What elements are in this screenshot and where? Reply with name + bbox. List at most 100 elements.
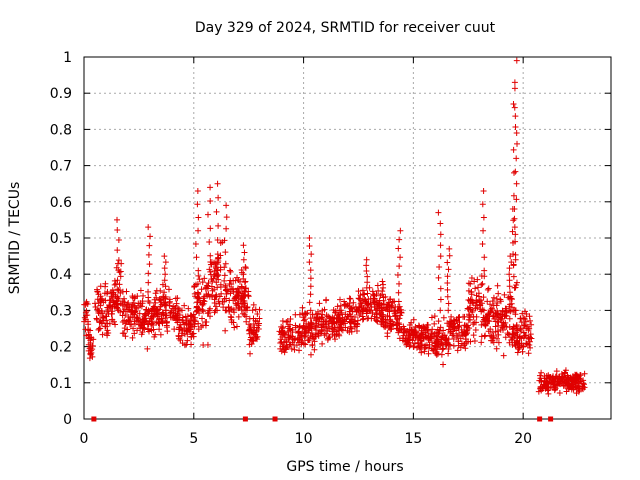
data-point — [487, 301, 494, 308]
data-point — [326, 314, 333, 321]
data-point — [489, 337, 496, 344]
data-point — [508, 296, 515, 303]
data-point — [194, 294, 201, 301]
data-point — [157, 331, 164, 338]
data-point — [242, 291, 249, 298]
data-point — [114, 277, 121, 284]
data-point — [242, 307, 249, 314]
data-point — [522, 318, 529, 325]
data-point — [353, 327, 360, 334]
data-point — [207, 225, 214, 232]
data-point — [211, 299, 218, 306]
data-point — [115, 267, 122, 274]
data-point — [480, 294, 487, 301]
data-point — [177, 337, 184, 344]
data-point — [513, 130, 520, 137]
data-point — [511, 169, 517, 176]
data-point — [569, 384, 576, 391]
data-point — [149, 318, 156, 325]
data-point — [312, 324, 319, 331]
data-point — [555, 374, 562, 381]
data-point — [151, 296, 158, 303]
data-point — [308, 325, 315, 332]
data-point — [480, 187, 487, 194]
data-point — [195, 291, 202, 298]
data-point — [299, 337, 306, 344]
data-point — [254, 318, 261, 325]
data-point — [277, 340, 284, 347]
data-point — [221, 277, 228, 284]
data-point — [415, 334, 422, 341]
data-point — [462, 345, 469, 352]
data-point — [380, 281, 387, 288]
data-point — [134, 327, 141, 334]
data-point — [157, 297, 164, 304]
data-point — [195, 214, 202, 221]
data-point — [222, 260, 229, 267]
data-point — [507, 301, 514, 308]
data-point — [232, 277, 239, 284]
data-point — [247, 350, 254, 357]
data-point — [95, 326, 102, 333]
data-point — [280, 346, 287, 353]
data-point — [242, 265, 249, 272]
data-point — [512, 168, 519, 175]
data-point — [234, 300, 241, 307]
x-tick-label: 15 — [404, 431, 422, 447]
data-point — [86, 355, 93, 362]
data-point — [431, 313, 438, 320]
data-point — [497, 296, 504, 303]
data-point — [94, 286, 101, 293]
data-point — [437, 285, 444, 292]
data-point — [395, 289, 402, 296]
data-point — [87, 327, 94, 334]
data-point — [417, 338, 424, 345]
data-point — [360, 308, 367, 315]
data-point — [346, 329, 353, 336]
data-point — [328, 320, 335, 327]
data-point — [528, 321, 535, 328]
data-point — [506, 265, 513, 272]
data-point — [512, 343, 519, 350]
data-point — [396, 303, 403, 310]
data-point — [521, 322, 528, 329]
data-point — [195, 227, 202, 234]
data-point — [488, 305, 495, 312]
x-tick-label: 10 — [295, 431, 313, 447]
y-tick-label: 0.8 — [50, 122, 72, 138]
data-point — [356, 304, 363, 311]
data-point — [465, 287, 472, 294]
data-point — [307, 291, 314, 298]
data-point — [93, 315, 100, 322]
data-point — [110, 298, 117, 305]
data-point — [207, 184, 214, 191]
data-point — [200, 308, 207, 315]
data-point — [312, 323, 319, 330]
data-point — [336, 307, 343, 314]
data-point — [482, 320, 489, 327]
data-point — [250, 301, 257, 308]
data-point — [306, 299, 313, 306]
data-point — [437, 220, 444, 227]
data-point — [512, 113, 519, 120]
data-point — [194, 299, 201, 306]
data-point — [242, 285, 249, 292]
data-point — [301, 325, 308, 332]
data-point — [457, 344, 464, 351]
data-point — [444, 280, 451, 287]
data-point — [208, 276, 215, 283]
data-point — [230, 285, 237, 292]
data-point — [487, 326, 494, 333]
y-tick-label: 1 — [63, 50, 72, 66]
data-point — [193, 254, 200, 261]
data-point — [241, 249, 248, 256]
data-point — [514, 332, 521, 339]
data-point — [448, 313, 455, 320]
data-point — [250, 320, 257, 327]
data-point — [112, 321, 119, 328]
data-point — [527, 317, 534, 324]
data-point — [568, 377, 575, 384]
data-point — [538, 369, 545, 376]
data-point — [186, 318, 193, 325]
